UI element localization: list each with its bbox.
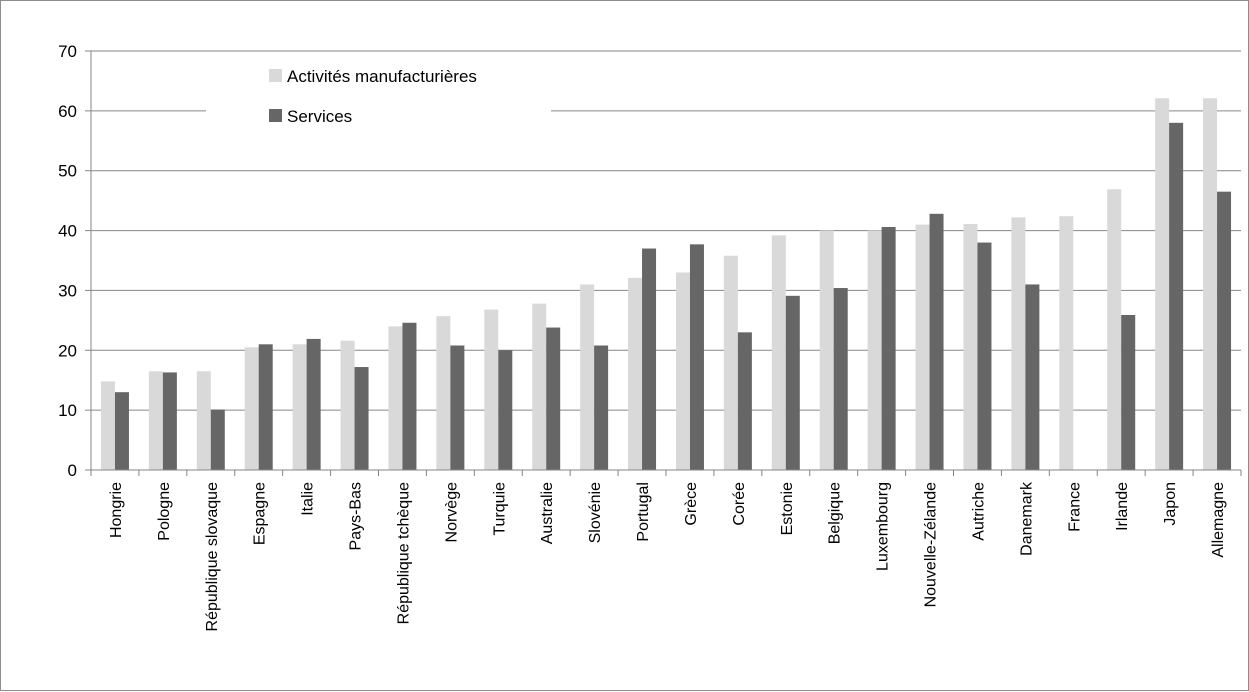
legend-swatch-services — [269, 109, 282, 122]
bar-manufacturing — [723, 255, 738, 470]
y-tick-label: 0 — [68, 461, 77, 480]
x-category-label: Estonie — [779, 482, 796, 535]
bar-manufacturing — [819, 230, 834, 470]
bar-services — [546, 327, 561, 470]
x-category-label: Irlande — [1114, 482, 1131, 531]
bar-manufacturing — [196, 371, 211, 470]
bar-manufacturing — [1155, 98, 1170, 470]
bar-services — [1025, 284, 1040, 470]
x-category-label: République slovaque — [204, 482, 221, 632]
y-tick-label: 50 — [58, 162, 77, 181]
bar-manufacturing — [340, 340, 355, 470]
bar-manufacturing — [244, 347, 259, 470]
bar-services — [929, 213, 944, 470]
bar-manufacturing — [1011, 217, 1026, 470]
y-tick-label: 30 — [58, 281, 77, 300]
bar-manufacturing — [100, 381, 115, 470]
bar-services — [977, 242, 992, 470]
bar-manufacturing — [1107, 189, 1122, 470]
bar-manufacturing — [436, 316, 451, 470]
bar-services — [210, 409, 225, 470]
axes — [85, 50, 1242, 476]
bar-manufacturing — [915, 224, 930, 470]
bar-manufacturing — [771, 235, 786, 470]
x-category-label: Pologne — [156, 482, 173, 541]
x-category-label: Grèce — [683, 482, 700, 526]
bar-services — [594, 345, 609, 470]
bar-services — [114, 392, 129, 470]
bar-services — [689, 244, 704, 470]
bar-services — [306, 338, 321, 470]
bar-manufacturing — [148, 371, 163, 470]
legend-swatch-manufacturing — [269, 69, 282, 82]
y-tick-label: 60 — [58, 102, 77, 121]
bar-manufacturing — [1203, 98, 1218, 470]
x-category-label: Luxembourg — [875, 482, 892, 571]
bar-services — [1169, 122, 1184, 470]
x-category-label: Nouvelle-Zélande — [923, 482, 940, 608]
bar-manufacturing — [1059, 216, 1074, 470]
bars — [100, 98, 1232, 470]
bar-manufacturing — [292, 344, 307, 470]
legend-box — [206, 57, 551, 135]
bar-manufacturing — [388, 326, 403, 470]
x-category-label: Japon — [1162, 482, 1179, 526]
bar-services — [737, 332, 752, 470]
bar-manufacturing — [532, 303, 547, 470]
bar-manufacturing — [675, 272, 690, 470]
x-category-label: Australie — [539, 482, 556, 544]
x-category-label: Portugal — [635, 482, 652, 542]
bar-services — [881, 226, 896, 470]
bar-services — [402, 322, 417, 470]
bar-manufacturing — [867, 230, 882, 470]
x-category-label: Italie — [300, 482, 317, 516]
x-category-label: Hongrie — [108, 482, 125, 538]
bar-manufacturing — [580, 284, 595, 470]
bar-services — [785, 295, 800, 470]
bar-services — [498, 350, 513, 470]
x-category-label: Slovénie — [587, 482, 604, 543]
y-tick-label: 20 — [58, 341, 77, 360]
x-category-label: Norvège — [443, 482, 460, 543]
x-category-label: Autriche — [970, 482, 987, 541]
y-tick-label: 10 — [58, 401, 77, 420]
bar-services — [1121, 314, 1136, 470]
bar-services — [258, 344, 273, 470]
x-category-label: Turquie — [491, 482, 508, 536]
bar-services — [450, 345, 465, 470]
bar-services — [642, 248, 657, 470]
y-tick-label: 70 — [58, 42, 77, 61]
bar-services — [354, 367, 369, 470]
axis-labels: 0 10 20 30 40 50 60 70 Hongrie Pologne République … — [58, 42, 1227, 631]
x-category-label: Pays-Bas — [348, 482, 365, 550]
bar-services — [1217, 191, 1232, 470]
bar-services — [833, 288, 848, 470]
legend: Activités manufacturières Services — [206, 57, 551, 135]
x-category-label: Allemagne — [1210, 482, 1227, 558]
bar-manufacturing — [484, 309, 499, 470]
x-category-label: Belgique — [827, 482, 844, 544]
bar-services — [162, 372, 177, 470]
bar-manufacturing — [628, 277, 643, 470]
x-category-label: Espagne — [252, 482, 269, 545]
legend-label-manufacturing: Activités manufacturières — [287, 67, 477, 86]
x-category-label: Danemark — [1018, 481, 1035, 556]
x-category-label: Corée — [731, 482, 748, 526]
x-category-label: France — [1066, 482, 1083, 532]
x-category-label: République tchèque — [395, 482, 412, 624]
bar-manufacturing — [963, 223, 978, 470]
legend-label-services: Services — [287, 107, 352, 126]
y-tick-label: 40 — [58, 222, 77, 241]
